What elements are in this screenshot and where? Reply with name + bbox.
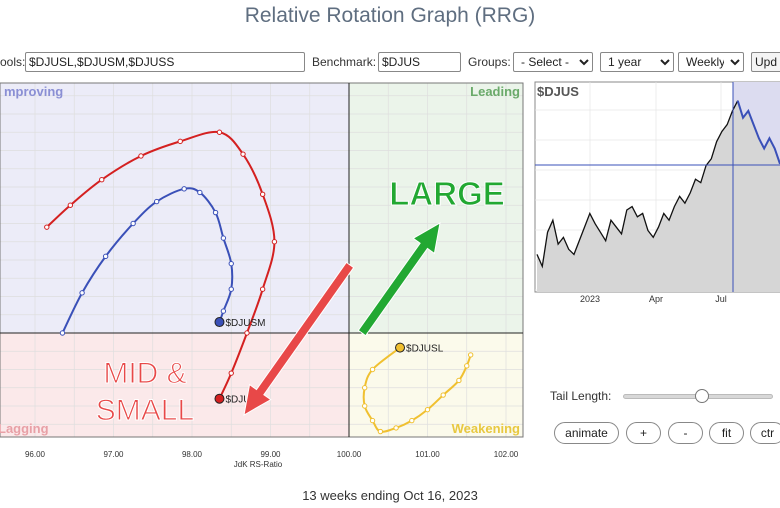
- tail-point-djusl: [362, 385, 368, 391]
- tail-length-slider[interactable]: [623, 389, 773, 403]
- tail-point-djusm: [228, 260, 234, 267]
- x-tick-label: 101.00: [415, 450, 440, 459]
- tail-point-djuss: [271, 239, 278, 245]
- page-title: Relative Rotation Graph (RRG): [244, 4, 536, 27]
- arrow-mid-small-icon: [243, 261, 355, 416]
- quadrant-improving: [0, 83, 349, 333]
- quadrant-label-improving: mproving: [4, 84, 63, 99]
- center-button[interactable]: ctr: [750, 422, 780, 444]
- mini-x-tick-jul: Jul: [715, 294, 727, 304]
- zoom-in-button[interactable]: +: [626, 422, 661, 444]
- mini-price-line-recent: [736, 100, 780, 165]
- tail-point-djuss: [259, 191, 266, 198]
- tail-point-djuss: [244, 330, 250, 336]
- x-axis-label: JdK RS-Ratio: [234, 460, 283, 469]
- tail-point-djusm: [102, 253, 109, 260]
- quadrant-label-lagging: Lagging: [0, 421, 49, 436]
- x-tick-label: 99.00: [260, 450, 281, 459]
- tail-point-djusl: [409, 417, 415, 424]
- tail-point-djusl: [467, 352, 474, 358]
- symbols-label: ools:: [0, 55, 26, 69]
- mini-price-line: [536, 100, 739, 269]
- mini-x-tick-apr: Apr: [649, 294, 663, 304]
- fit-button[interactable]: fit: [709, 422, 744, 444]
- tail-point-djusl: [362, 403, 368, 409]
- tail-point-djusm: [220, 235, 227, 241]
- head-marker-djusl[interactable]: [395, 342, 406, 353]
- zoom-out-button[interactable]: -: [668, 422, 703, 444]
- groups-label: Groups:: [468, 55, 511, 69]
- x-tick-label: 98.00: [182, 450, 203, 459]
- tail-point-djuss: [44, 224, 50, 230]
- tail-point-djuss: [67, 202, 74, 208]
- tail-point-djusm: [79, 290, 85, 296]
- rrg-chart[interactable]: mproving Leading Lagging Weakening $DJUS…: [0, 80, 530, 475]
- tail-point-djusm: [181, 186, 187, 192]
- benchmark-input[interactable]: [378, 52, 461, 72]
- quadrant-leading: [349, 83, 523, 333]
- tail-point-djusl: [456, 377, 462, 384]
- x-tick-label: 102.00: [494, 450, 519, 459]
- annotation-mid: MID &: [103, 357, 186, 390]
- chart-border: [0, 82, 524, 438]
- quadrant-label-leading: Leading: [470, 84, 520, 99]
- series-label-djuss: $DJUSS: [225, 395, 264, 406]
- groups-select[interactable]: - Select -: [513, 52, 593, 72]
- tail-point-djuss: [138, 153, 144, 159]
- x-tick-label: 96.00: [25, 450, 46, 459]
- tail-point-djusm: [59, 330, 66, 336]
- tail-point-djusm: [153, 198, 160, 205]
- tail-point-djusm: [228, 286, 234, 292]
- update-button[interactable]: Upd: [751, 52, 780, 72]
- quadrant-weakening: [349, 333, 523, 437]
- series-layer: $DJUSS $DJUSM $DJUSL: [44, 129, 474, 435]
- tail-length-slider-handle[interactable]: [695, 389, 709, 403]
- series-label-djusl: $DJUSL: [406, 344, 444, 355]
- tail-point-djusl: [369, 417, 376, 424]
- x-tick-label: 100.00: [337, 450, 362, 459]
- tail-point-djusl: [377, 428, 384, 435]
- tail-point-djusl: [440, 392, 446, 398]
- head-marker-djuss[interactable]: [214, 393, 225, 404]
- tail-point-djusm: [220, 308, 227, 314]
- tail-point-djusl: [424, 406, 431, 413]
- mini-chart-symbol: $DJUS: [537, 84, 579, 99]
- tail-point-djuss: [216, 129, 223, 135]
- tail-point-djusl: [464, 363, 470, 369]
- symbols-input[interactable]: [25, 52, 305, 72]
- tail-point-djusl: [393, 425, 399, 431]
- tail-point-djusl: [369, 366, 376, 373]
- tail-point-djuss: [240, 151, 246, 157]
- interval-select[interactable]: Weekly: [678, 52, 744, 72]
- mini-x-tick-2023: 2023: [580, 294, 600, 304]
- animate-button[interactable]: animate: [554, 422, 619, 444]
- footer-caption: 13 weeks ending Oct 16, 2023: [302, 488, 478, 503]
- tail-length-label: Tail Length:: [550, 389, 612, 403]
- head-marker-djusm[interactable]: [214, 317, 225, 328]
- x-axis-ticks: 96.00 97.00 98.00 99.00 100.00 101.00 102.00: [25, 450, 519, 459]
- tail-point-djusm: [197, 189, 203, 196]
- tail-point-djuss: [228, 370, 234, 376]
- annotation-large: LARGE: [389, 175, 505, 212]
- benchmark-label: Benchmark:: [312, 55, 377, 69]
- annotation-small: SMALL: [96, 394, 194, 427]
- period-select[interactable]: 1 year: [600, 52, 674, 72]
- tail-point-djuss: [99, 177, 105, 183]
- tail-point-djuss: [259, 286, 266, 292]
- series-label-djusm: $DJUSM: [225, 318, 265, 329]
- x-tick-label: 97.00: [103, 450, 124, 459]
- arrow-large-icon: [357, 222, 441, 337]
- tail-point-djuss: [177, 138, 183, 145]
- quadrant-label-weakening: Weakening: [452, 421, 520, 436]
- mini-price-area: [537, 100, 780, 293]
- toolbar: ools: Benchmark: Groups: - Select - 1 ye…: [0, 50, 780, 74]
- tail-point-djusm: [212, 209, 219, 216]
- tail-point-djusm: [130, 220, 136, 227]
- benchmark-price-chart: $DJUS 2023 Apr Jul: [534, 81, 780, 304]
